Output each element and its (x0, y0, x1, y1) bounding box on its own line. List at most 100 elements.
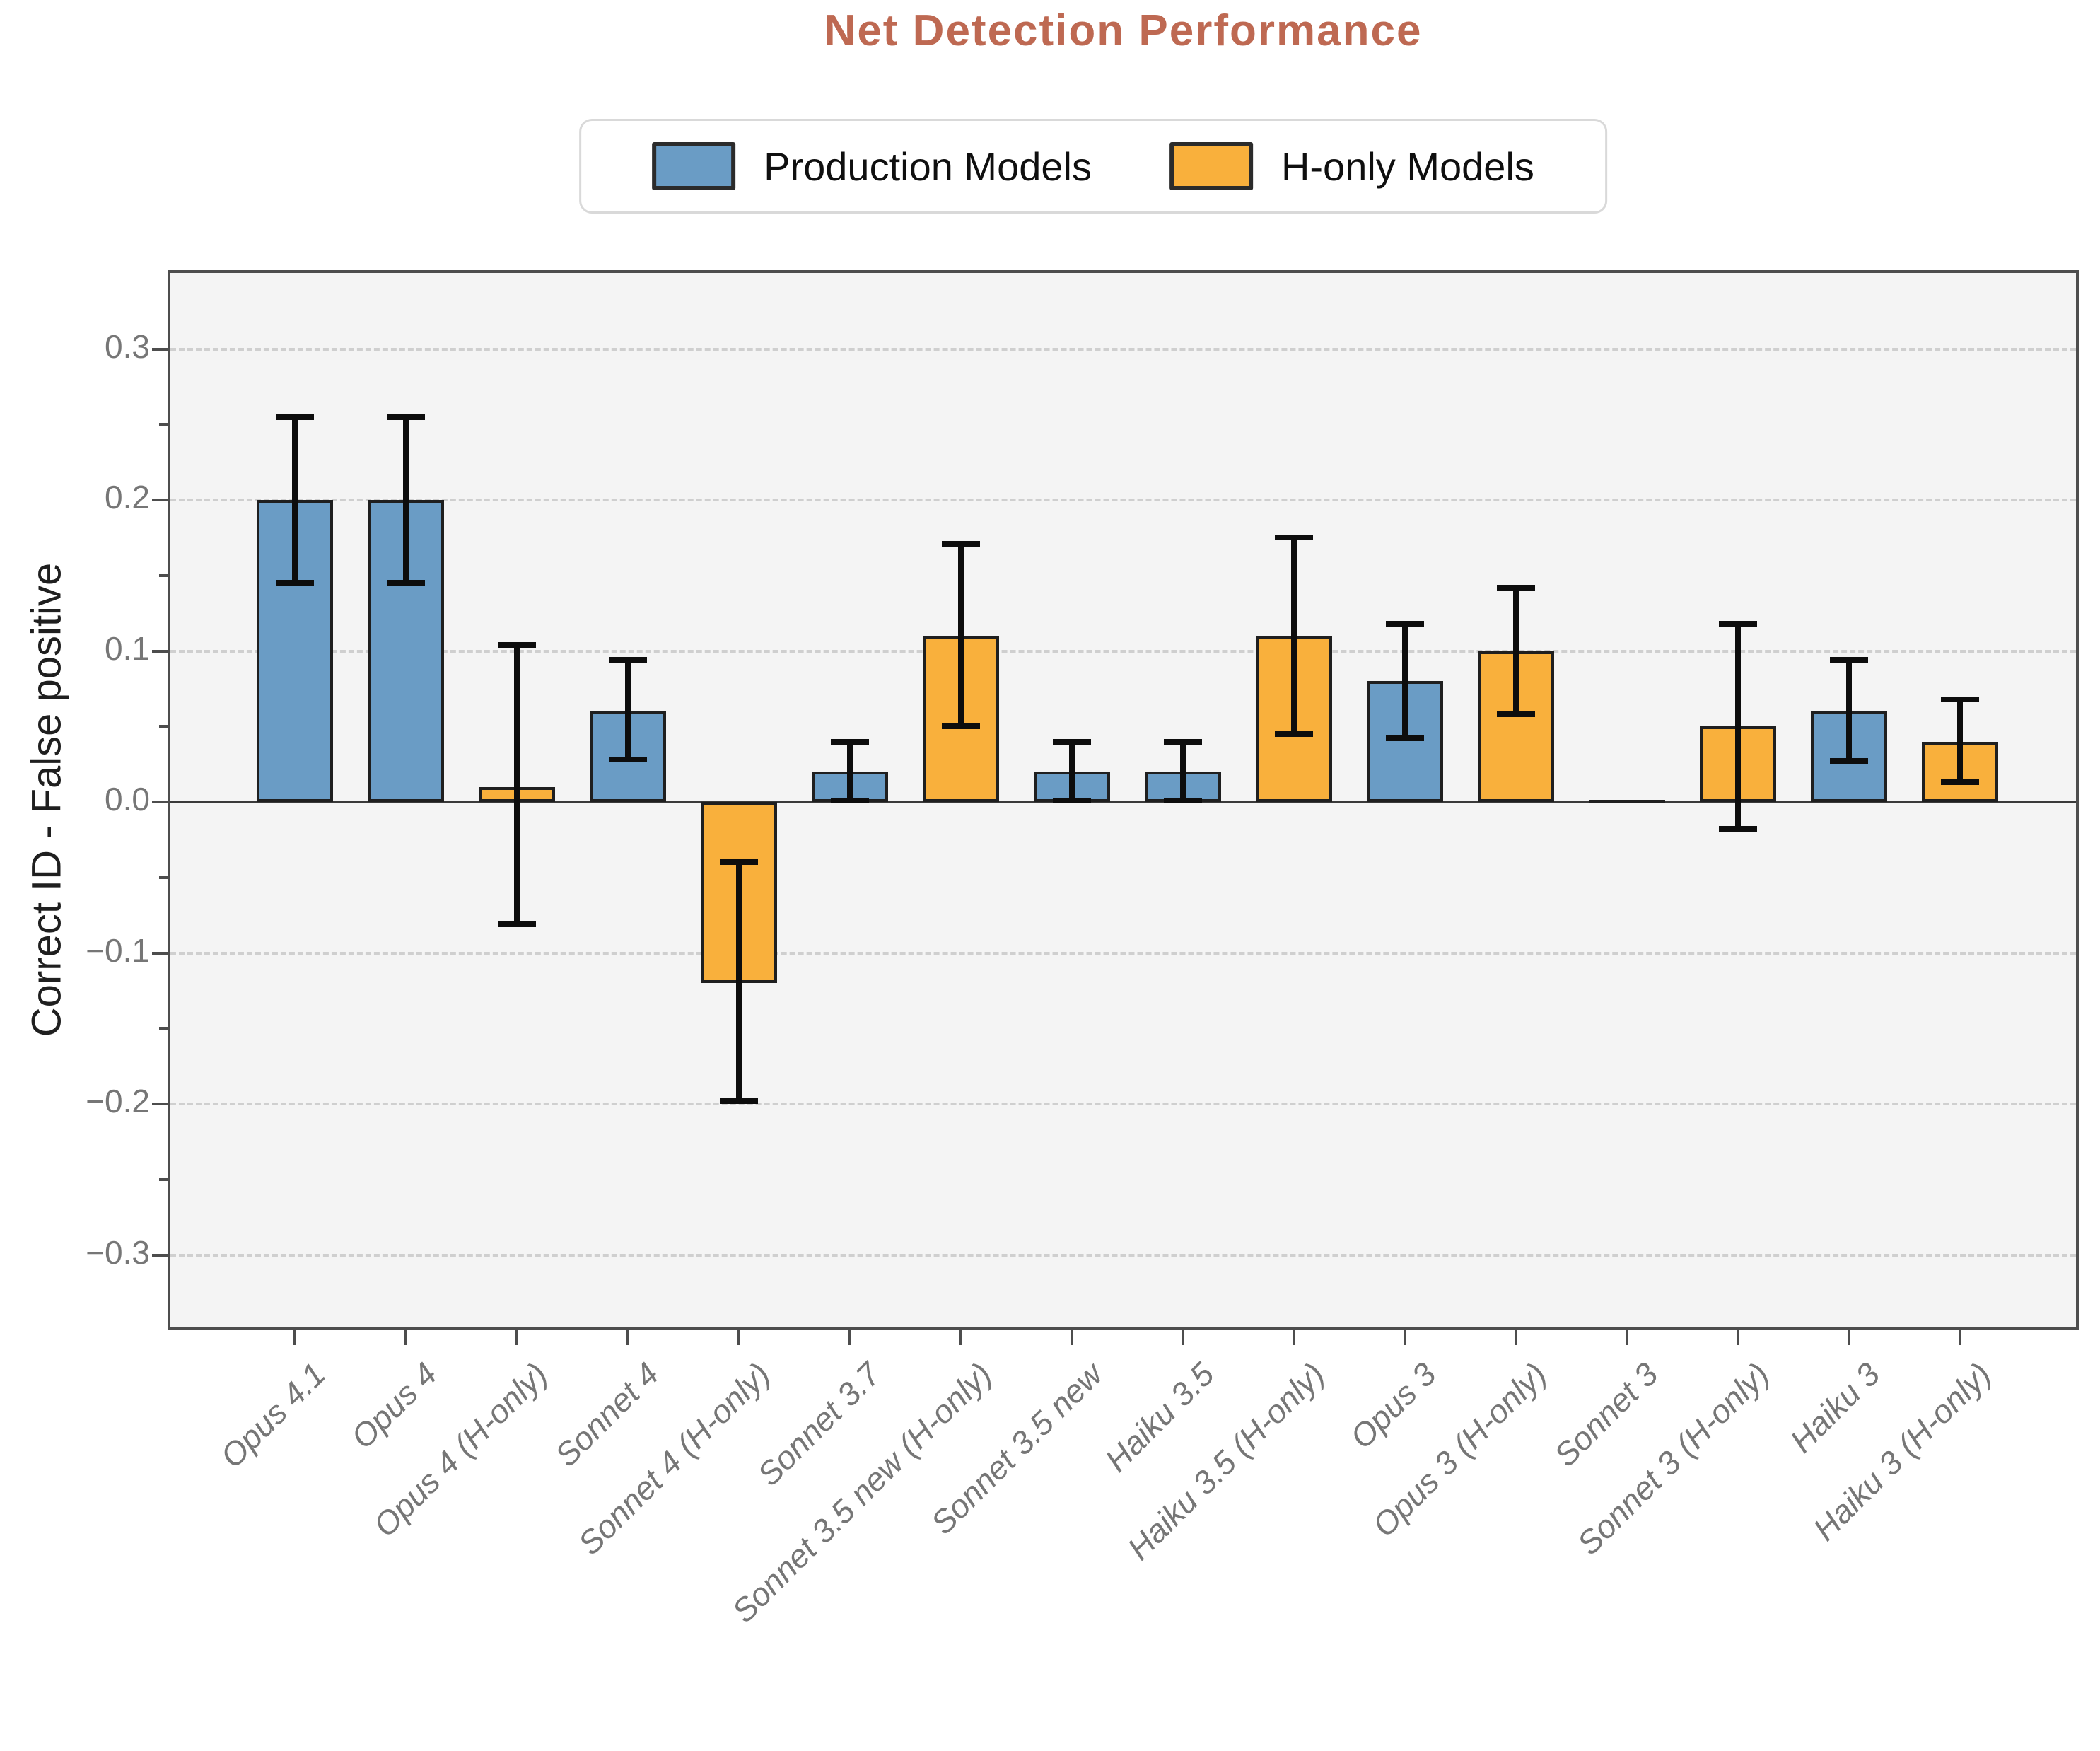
error-bar (1180, 741, 1186, 801)
error-bar (1402, 624, 1408, 739)
error-bar-cap (387, 414, 425, 420)
error-bar-cap (1941, 779, 1979, 786)
x-axis-tick (404, 1330, 407, 1345)
plot-area (152, 270, 2079, 1345)
error-bar-cap (720, 859, 758, 866)
error-bar-cap (1497, 711, 1535, 718)
y-axis-minor-tick (159, 574, 168, 577)
error-bar (1069, 741, 1075, 801)
y-tick-label: 0.0 (105, 781, 150, 818)
y-tick-label: −0.3 (86, 1233, 150, 1271)
y-axis-tick (152, 951, 168, 955)
x-axis-tick (1293, 1330, 1295, 1345)
x-tick-label: Opus 3 (1342, 1355, 1443, 1456)
x-axis-tick (515, 1330, 518, 1345)
x-axis-tick (1737, 1330, 1739, 1345)
x-axis-tick (1626, 1330, 1628, 1345)
error-bar (847, 741, 853, 801)
x-axis-tick (1404, 1330, 1406, 1345)
error-bar (1957, 699, 1963, 783)
error-bar-cap (1830, 657, 1868, 663)
x-axis-tick (293, 1330, 296, 1345)
error-bar-cap (1386, 621, 1424, 627)
error-bar-cap (942, 540, 980, 547)
legend-label-production: Production Models (764, 144, 1092, 189)
zero-axis-line (170, 801, 2076, 803)
error-bar (958, 543, 964, 727)
error-bar-cap (720, 1098, 758, 1104)
error-bar (1846, 660, 1852, 762)
error-bar-cap (831, 738, 869, 745)
error-bar (403, 417, 409, 583)
bar-sonnet-3 (1589, 800, 1665, 803)
x-axis-tick (626, 1330, 629, 1345)
error-bar (1291, 537, 1297, 734)
error-bar-cap (609, 657, 647, 663)
y-axis-tick (152, 499, 168, 501)
error-bar-cap (1941, 696, 1979, 702)
x-axis-tick (959, 1330, 962, 1345)
gridline (170, 347, 2076, 351)
error-bar-cap (387, 580, 425, 586)
error-bar-cap (1164, 797, 1202, 803)
y-tick-label: 0.1 (105, 629, 150, 667)
error-bar-cap (1719, 621, 1757, 627)
x-tick-label: Opus 4.1 (213, 1355, 333, 1475)
gridline (170, 499, 2076, 501)
y-tick-label: 0.3 (105, 327, 150, 365)
y-tick-label: −0.2 (86, 1083, 150, 1119)
x-tick-label: Sonnet 4 (H-only) (570, 1355, 777, 1562)
error-bar-cap (1386, 735, 1424, 742)
h-only-swatch-icon (1169, 142, 1253, 190)
error-bar (736, 862, 742, 1101)
y-axis-minor-tick (159, 1027, 168, 1030)
error-bar-cap (1053, 797, 1091, 803)
error-bar-cap (609, 757, 647, 763)
x-axis-tick (1515, 1330, 1517, 1345)
y-axis-tick (152, 801, 168, 803)
x-tick-label: Opus 4 (343, 1355, 444, 1456)
x-axis-tick (1182, 1330, 1184, 1345)
error-bar-cap (1830, 758, 1868, 764)
y-axis-tick (152, 1253, 168, 1257)
y-axis-tick (152, 1103, 168, 1105)
error-bar-cap (1497, 584, 1535, 591)
legend-label-h-only: H-only Models (1281, 144, 1534, 189)
x-axis-tick (848, 1330, 851, 1345)
x-tick-label: Haiku 3.5 (H-only) (1120, 1355, 1332, 1567)
error-bar (625, 660, 631, 760)
error-bar-cap (498, 921, 536, 927)
gridline (170, 1103, 2076, 1105)
y-tick-label: −0.1 (86, 931, 150, 969)
error-bar-cap (1275, 731, 1313, 737)
y-axis-tick (152, 649, 168, 653)
error-bar (514, 644, 520, 924)
error-bar-cap (1164, 738, 1202, 745)
x-tick-label: Sonnet 3 (H-only) (1569, 1355, 1776, 1562)
legend-item-h-only: H-only Models (1169, 142, 1534, 190)
x-axis-tick (1959, 1330, 1961, 1345)
legend-item-production: Production Models (652, 142, 1092, 190)
error-bar (1513, 587, 1519, 715)
error-bar-cap (276, 414, 314, 420)
gridline (170, 1253, 2076, 1257)
gridline (170, 649, 2076, 653)
x-axis-tick (1848, 1330, 1850, 1345)
error-bar-cap (276, 580, 314, 586)
error-bar (292, 417, 298, 583)
error-bar-cap (942, 723, 980, 730)
y-axis-tick (152, 347, 168, 351)
chart-title: Net Detection Performance (824, 6, 1423, 55)
x-axis-tick (737, 1330, 740, 1345)
y-axis-label: Correct ID - False positive (23, 562, 70, 1037)
x-axis-tick (1071, 1330, 1073, 1345)
legend: Production Models H-only Models (579, 119, 1607, 214)
error-bar-cap (831, 797, 869, 803)
error-bar-cap (1053, 738, 1091, 745)
error-bar (1735, 624, 1741, 830)
y-axis-minor-tick (159, 1177, 168, 1181)
gridline (170, 951, 2076, 955)
error-bar-cap (1719, 826, 1757, 832)
production-swatch-icon (652, 142, 736, 190)
